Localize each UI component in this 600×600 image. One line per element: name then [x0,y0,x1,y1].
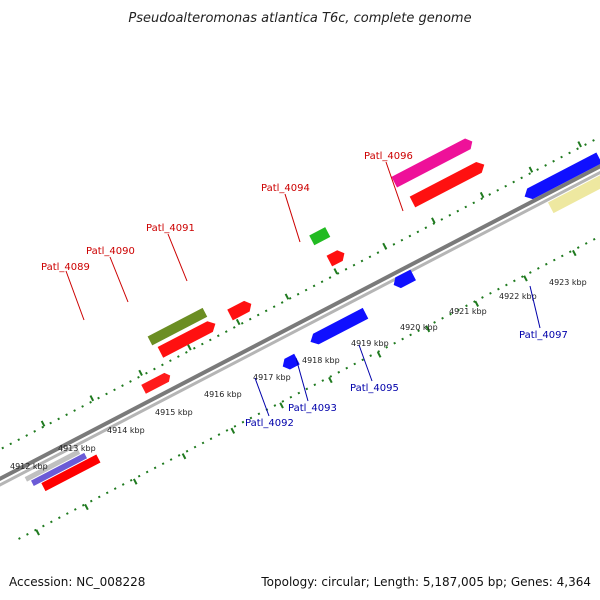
map-title: Pseudoalteromonas atlantica T6c, complet… [128,11,471,26]
scale-tick [382,242,387,249]
scale-tick [523,275,528,282]
scale-tick-label: 4923 kbp [549,278,587,287]
gene-feature[interactable] [308,307,369,347]
scale-tick [376,351,382,358]
gene-label[interactable]: Patl_4093 [288,403,337,414]
scale-tick [132,478,138,485]
gene-label[interactable]: Patl_4095 [350,383,399,394]
scale-tick [474,300,480,307]
scale-tick [138,369,143,376]
scale-tick [235,318,241,326]
gene-label[interactable]: Patl_4097 [519,330,568,341]
gene-feature[interactable] [280,353,300,372]
scale-tick-label: 4913 kbp [58,444,96,453]
gene-labels: Patl_4089 Patl_4090 Patl_4091 Patl_4094 … [41,151,568,429]
scale-tick [84,503,89,511]
gene-label[interactable]: Patl_4094 [261,183,310,194]
scale-tick-label: 4915 kbp [155,408,193,417]
gene-label-leaders [65,161,541,417]
scale-tick-label: 4916 kbp [204,390,242,399]
accession-label: Accession: NC_008228 [9,575,145,589]
scale-tick [181,453,187,460]
gene-feature[interactable] [309,227,331,246]
scale-tick [89,395,95,402]
scale-tick [230,427,236,434]
gene-label[interactable]: Patl_4096 [364,151,413,162]
gene-feature[interactable] [409,159,487,208]
scale-tick [333,268,339,275]
scale-tick [284,293,290,300]
scale-tick-label: 4920 kbp [400,323,438,332]
scale-tick-marks [35,141,582,536]
upper-scale-track [0,109,600,462]
gene-feature[interactable] [391,136,475,188]
gene-feature[interactable] [391,269,416,291]
gene-feature[interactable] [547,158,600,214]
scale-tick [328,376,333,384]
gene-feature[interactable] [147,307,208,346]
scale-tick [479,191,485,199]
scale-labels: 4912 kbp 4913 kbp 4914 kbp 4915 kbp 4916… [10,278,587,471]
scale-tick-label: 4918 kbp [302,356,340,365]
scale-tick [187,344,192,351]
gene-feature[interactable] [141,371,172,394]
scale-tick-label: 4914 kbp [107,426,145,435]
lower-scale-track [18,187,600,540]
scale-tick-label: 4922 kbp [499,292,537,301]
scale-tick-label: 4921 kbp [449,307,487,316]
scale-tick [572,249,577,257]
scale-tick-label: 4917 kbp [253,373,291,382]
gene-feature[interactable] [157,318,219,358]
forward-genes [24,136,487,497]
genome-summary: Topology: circular; Length: 5,187,005 bp… [260,575,591,589]
scale-tick-label: 4919 kbp [351,339,389,348]
gene-feature[interactable] [326,248,348,267]
reverse-genes [280,152,600,372]
gene-label[interactable]: Patl_4091 [146,223,195,234]
gene-label[interactable]: Patl_4089 [41,262,90,273]
gene-label[interactable]: Patl_4090 [86,246,135,257]
scale-tick [40,420,46,427]
gene-feature[interactable] [522,152,600,201]
scale-tick-label: 4912 kbp [10,462,48,471]
scale-tick [528,166,534,173]
scale-tick [577,141,582,148]
scale-tick [425,326,431,333]
scale-tick [35,529,40,536]
scale-tick [431,217,436,224]
gene-feature[interactable] [227,299,254,321]
gene-feature[interactable] [24,443,101,497]
genome-backbone [0,140,600,500]
gene-label[interactable]: Patl_4092 [245,418,294,429]
scale-tick [279,402,284,409]
